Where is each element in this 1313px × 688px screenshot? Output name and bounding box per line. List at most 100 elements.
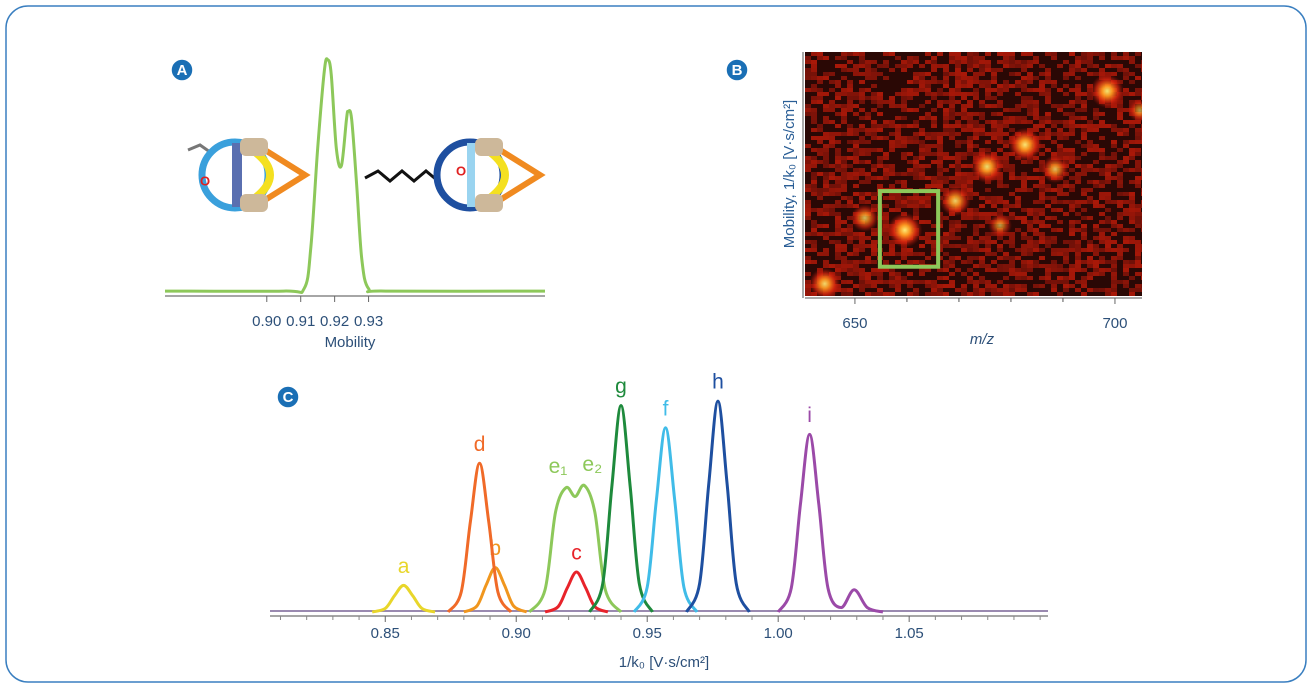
noise-cell	[1063, 280, 1069, 284]
noise-cell	[1141, 288, 1142, 292]
noise-cell	[1105, 260, 1111, 264]
noise-cell	[859, 240, 865, 244]
noise-cell	[913, 208, 919, 212]
noise-cell	[907, 124, 913, 128]
noise-cell	[973, 232, 979, 236]
noise-cell	[823, 180, 829, 184]
noise-cell	[979, 196, 985, 200]
noise-cell	[1027, 212, 1033, 216]
noise-cell	[877, 104, 883, 108]
noise-cell	[1051, 284, 1057, 288]
noise-cell	[1087, 240, 1093, 244]
noise-cell	[1129, 80, 1135, 84]
noise-cell	[1099, 124, 1105, 128]
noise-cell	[889, 196, 895, 200]
noise-cell	[973, 228, 979, 232]
noise-cell	[985, 280, 991, 284]
noise-cell	[805, 144, 811, 148]
noise-cell	[817, 128, 823, 132]
noise-cell	[835, 140, 841, 144]
noise-cell	[931, 232, 937, 236]
noise-cell	[1039, 136, 1045, 140]
noise-cell	[871, 292, 877, 296]
noise-cell	[937, 184, 943, 188]
noise-cell	[883, 240, 889, 244]
noise-cell	[913, 156, 919, 160]
noise-cell	[991, 88, 997, 92]
noise-cell	[1075, 124, 1081, 128]
noise-cell	[1033, 208, 1039, 212]
noise-cell	[847, 92, 853, 96]
noise-cell	[943, 120, 949, 124]
noise-cell	[1009, 256, 1015, 260]
noise-cell	[1069, 88, 1075, 92]
noise-cell	[913, 124, 919, 128]
noise-cell	[871, 76, 877, 80]
noise-cell	[1081, 108, 1087, 112]
noise-cell	[1057, 248, 1063, 252]
noise-cell	[1063, 72, 1069, 76]
noise-cell	[811, 184, 817, 188]
noise-cell	[811, 76, 817, 80]
noise-cell	[1069, 168, 1075, 172]
noise-cell	[1141, 220, 1142, 224]
noise-cell	[1087, 264, 1093, 268]
noise-cell	[961, 140, 967, 144]
noise-cell	[1123, 248, 1129, 252]
noise-cell	[823, 56, 829, 60]
noise-cell	[1027, 188, 1033, 192]
noise-cell	[1105, 236, 1111, 240]
noise-cell	[925, 92, 931, 96]
noise-cell	[1045, 236, 1051, 240]
noise-cell	[1057, 280, 1063, 284]
noise-cell	[985, 220, 991, 224]
noise-cell	[997, 148, 1003, 152]
noise-cell	[823, 176, 829, 180]
noise-cell	[1063, 268, 1069, 272]
noise-cell	[859, 116, 865, 120]
spot	[808, 267, 841, 296]
noise-cell	[901, 204, 907, 208]
noise-cell	[919, 152, 925, 156]
noise-cell	[991, 288, 997, 292]
noise-cell	[829, 88, 835, 92]
noise-cell	[1099, 192, 1105, 196]
noise-cell	[991, 200, 997, 204]
noise-cell	[1027, 112, 1033, 116]
noise-cell	[907, 64, 913, 68]
noise-cell	[895, 136, 901, 140]
noise-cell	[1093, 268, 1099, 272]
noise-cell	[1021, 76, 1027, 80]
noise-cell	[1135, 252, 1141, 256]
noise-cell	[1063, 84, 1069, 88]
noise-cell	[973, 224, 979, 228]
noise-cell	[937, 52, 943, 56]
noise-cell	[1075, 212, 1081, 216]
noise-cell	[1021, 160, 1027, 164]
noise-cell	[883, 220, 889, 224]
noise-cell	[925, 144, 931, 148]
noise-cell	[835, 220, 841, 224]
noise-cell	[859, 64, 865, 68]
noise-cell	[1045, 136, 1051, 140]
noise-cell	[943, 176, 949, 180]
noise-cell	[871, 100, 877, 104]
noise-cell	[853, 268, 859, 272]
noise-cell	[967, 128, 973, 132]
noise-cell	[985, 96, 991, 100]
noise-cell	[997, 136, 1003, 140]
noise-cell	[1141, 248, 1142, 252]
noise-cell	[1009, 260, 1015, 264]
noise-cell	[889, 276, 895, 280]
noise-cell	[847, 148, 853, 152]
noise-cell	[1111, 156, 1117, 160]
noise-cell	[949, 228, 955, 232]
noise-cell	[1039, 224, 1045, 228]
noise-cell	[907, 140, 913, 144]
noise-cell	[1093, 244, 1099, 248]
noise-cell	[805, 260, 811, 264]
noise-cell	[949, 116, 955, 120]
noise-cell	[859, 52, 865, 56]
noise-cell	[931, 108, 937, 112]
noise-cell	[1027, 64, 1033, 68]
